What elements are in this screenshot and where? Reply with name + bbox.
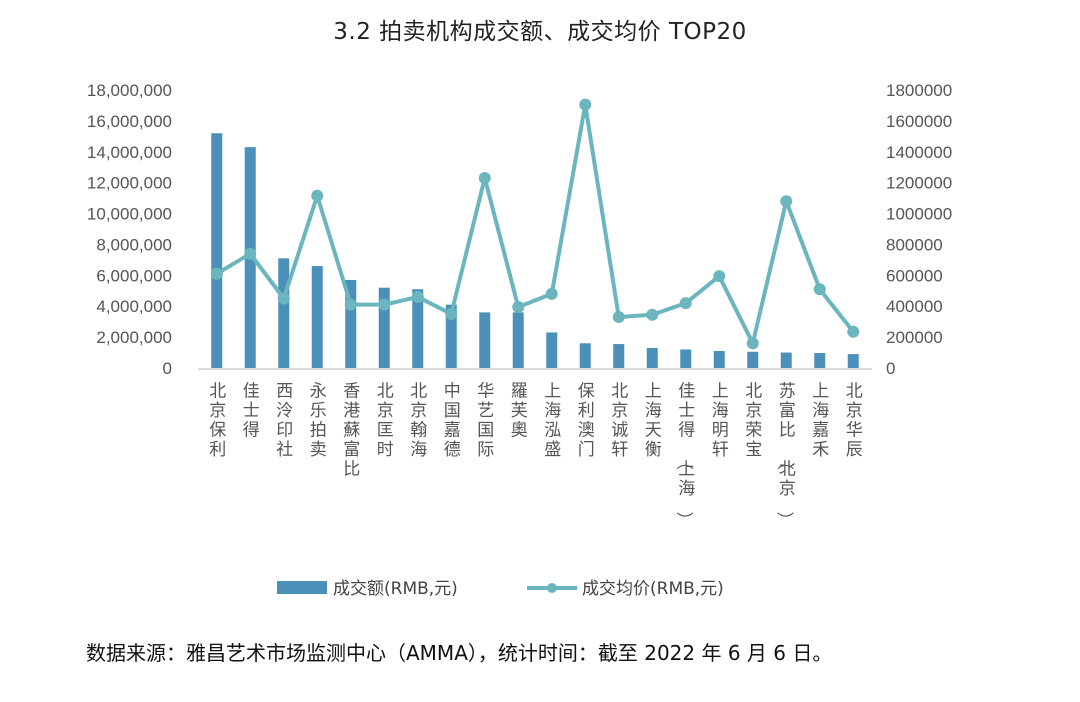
left-tick-label: 4,000,000 (96, 297, 172, 316)
category-label: 北京匡时 (377, 382, 394, 461)
bar (814, 353, 826, 368)
category-label: 上海天衡 (645, 382, 662, 461)
bar (412, 289, 424, 368)
right-tick-label: 1800000 (886, 81, 952, 100)
category-label: 保利澳门 (578, 382, 595, 461)
category-label: 西泠印社 (276, 382, 293, 461)
left-tick-label: 2,000,000 (96, 328, 172, 347)
right-tick-label: 400000 (886, 297, 943, 316)
bar (345, 279, 357, 368)
line-point (813, 283, 826, 296)
bar (847, 354, 859, 368)
right-tick-label: 200000 (886, 328, 943, 347)
line-point (311, 189, 324, 202)
bar (613, 344, 625, 368)
legend-bar-label: 成交额(RMB,元) (333, 579, 458, 599)
right-tick-label: 800000 (886, 235, 943, 254)
right-tick-label: 0 (886, 359, 895, 378)
line-point (780, 195, 793, 208)
left-axis: 0 2,000,000 4,000,000 6,000,000 8,000,000 10,… (87, 81, 172, 378)
category-label: 北京荣宝 (745, 382, 762, 461)
legend: 成交额(RMB,元) 成交均价(RMB,元) (277, 579, 724, 599)
left-tick-label: 16,000,000 (87, 112, 172, 131)
right-tick-label: 1200000 (886, 174, 952, 193)
line-point (646, 308, 659, 321)
bar (713, 351, 725, 368)
line-point (512, 300, 525, 313)
line-point (612, 311, 625, 324)
bar (211, 133, 223, 368)
left-tick-label: 8,000,000 (96, 235, 172, 254)
left-tick-label: 10,000,000 (87, 205, 172, 224)
category-label: 上海嘉禾 (812, 382, 829, 461)
line-point (411, 290, 424, 303)
bar (546, 332, 558, 368)
category-label: 北京华辰 (846, 382, 863, 461)
left-tick-label: 6,000,000 (96, 266, 172, 285)
category-label: 佳士得（上海） (673, 382, 695, 529)
bar (646, 347, 658, 368)
legend-line-marker (547, 583, 557, 593)
category-label: 佳士得 (243, 382, 260, 441)
source-note: 数据来源：雅昌艺术市场监测中心（AMMA），统计时间：截至 2022 年 6 月… (86, 641, 833, 665)
category-label: 北京翰海 (410, 382, 427, 461)
bar (479, 312, 491, 368)
category-label: 苏富比（北京） (774, 382, 796, 529)
right-axis: 0 200000 400000 600000 800000 1000000 1200000 1… (886, 81, 952, 378)
line-point (679, 297, 692, 310)
category-label: 上海明轩 (712, 382, 729, 461)
bar (780, 352, 792, 368)
left-tick-label: 18,000,000 (87, 81, 172, 100)
category-label: 香港蘇富比 (343, 382, 360, 480)
category-label: 北京保利 (209, 382, 226, 461)
bar (445, 304, 457, 368)
line-point (210, 267, 223, 280)
line-point (277, 292, 290, 305)
line-point (579, 98, 592, 111)
line-point (445, 307, 458, 320)
line-point (344, 298, 357, 311)
legend-line-label: 成交均价(RMB,元) (582, 579, 724, 599)
line-point (545, 287, 558, 300)
line-series (210, 98, 860, 350)
right-tick-label: 1600000 (886, 112, 952, 131)
line-point (746, 337, 759, 350)
bar (680, 349, 692, 368)
bar (311, 266, 323, 368)
right-tick-label: 600000 (886, 266, 943, 285)
category-label: 羅芙奧 (511, 382, 528, 441)
line-point (244, 247, 257, 260)
line-point (713, 270, 726, 283)
bar-series (211, 133, 859, 368)
right-tick-label: 1000000 (886, 205, 952, 224)
category-label: 华艺国际 (477, 382, 494, 461)
line-point (378, 298, 391, 311)
bar (378, 287, 390, 368)
bar (579, 343, 591, 368)
bar (512, 312, 524, 368)
category-labels: 北京保利佳士得西泠印社永乐拍卖香港蘇富比北京匡时北京翰海中国嘉德华艺国际羅芙奧上… (209, 382, 863, 529)
bar (278, 258, 290, 368)
left-tick-label: 0 (163, 359, 172, 378)
right-tick-label: 1400000 (886, 143, 952, 162)
line-path (215, 102, 855, 346)
line-point (478, 172, 491, 185)
chart-title: 3.2 拍卖机构成交额、成交均价 TOP20 (333, 19, 747, 45)
left-tick-label: 14,000,000 (87, 143, 172, 162)
category-label: 中国嘉德 (444, 382, 461, 461)
category-label: 永乐拍卖 (310, 382, 327, 461)
line-point (847, 325, 860, 338)
category-label: 北京诚轩 (611, 382, 628, 461)
legend-bar-swatch (277, 581, 327, 594)
bar (747, 351, 759, 368)
left-tick-label: 12,000,000 (87, 174, 172, 193)
category-label: 上海泓盛 (544, 382, 561, 461)
